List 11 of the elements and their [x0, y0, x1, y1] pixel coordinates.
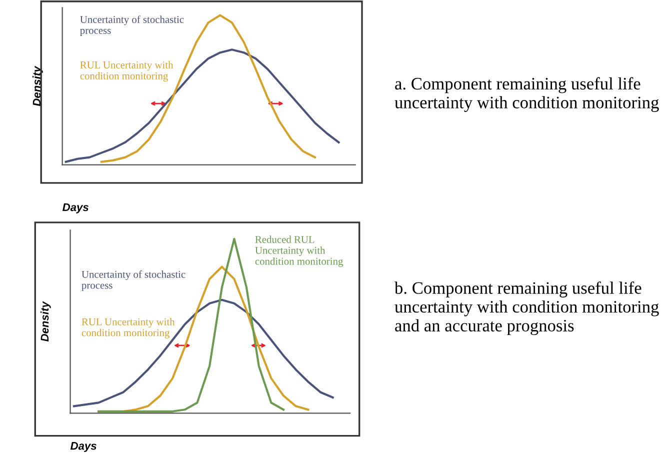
- y-axis-title: Density: [32, 66, 43, 106]
- x-axis-title: Days: [70, 442, 96, 452]
- series-label: RUL Uncertainty with condition monitoring: [80, 61, 174, 82]
- text: Uncertainty of stochastic process: [80, 16, 184, 36]
- text: b. Component remaining useful life uncertainty with condition monitoring and an accurate prognosis: [394, 281, 659, 336]
- text: a. Component remaining useful life uncertainty with condition monitoring: [394, 77, 659, 112]
- x-axis-title: Days: [62, 203, 89, 214]
- series-label: Reduced RUL Uncertainty with condition monitoring: [255, 236, 343, 267]
- text: Uncertainty of stochastic process: [82, 270, 186, 291]
- y-axis-title: Density: [40, 301, 51, 342]
- series-label: RUL Uncertainty with condition monitoring: [82, 318, 175, 338]
